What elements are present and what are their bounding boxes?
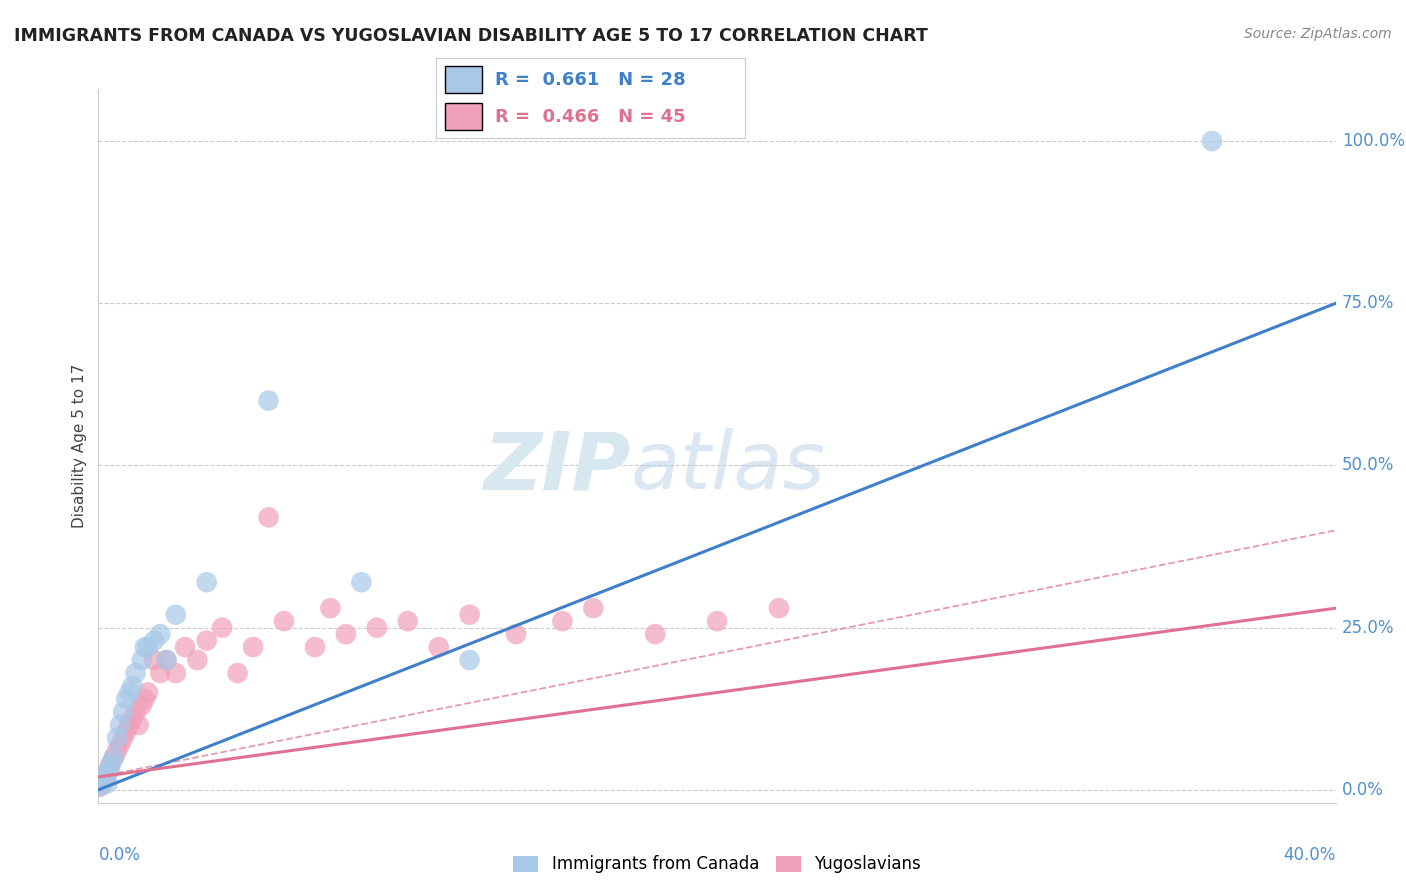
Point: [396, 614, 419, 628]
Point: [98, 764, 121, 778]
Point: [165, 666, 187, 681]
Point: [242, 640, 264, 654]
Point: [131, 653, 153, 667]
Point: [582, 601, 605, 615]
Y-axis label: Disability Age 5 to 17: Disability Age 5 to 17: [72, 364, 87, 528]
Point: [91, 776, 114, 790]
Point: [195, 575, 218, 590]
Point: [304, 640, 326, 654]
Point: [174, 640, 197, 654]
Point: [257, 393, 280, 408]
Point: [149, 666, 172, 681]
Point: [98, 764, 121, 778]
Point: [155, 653, 177, 667]
Point: [105, 731, 128, 745]
Text: atlas: atlas: [630, 428, 825, 507]
Point: [90, 776, 112, 790]
Point: [121, 711, 143, 725]
Point: [96, 766, 118, 780]
Point: [366, 621, 388, 635]
Point: [103, 750, 125, 764]
Point: [427, 640, 450, 654]
Point: [97, 764, 120, 778]
Point: [155, 653, 177, 667]
Point: [90, 776, 112, 790]
Point: [143, 653, 166, 667]
Point: [134, 640, 156, 654]
Point: [551, 614, 574, 628]
Point: [226, 666, 249, 681]
Point: [458, 653, 481, 667]
Point: [134, 692, 156, 706]
Text: 40.0%: 40.0%: [1284, 846, 1336, 863]
Point: [93, 770, 115, 784]
Point: [143, 633, 166, 648]
Point: [211, 621, 233, 635]
Point: [458, 607, 481, 622]
Legend: Immigrants from Canada, Yugoslavians: Immigrants from Canada, Yugoslavians: [506, 849, 928, 880]
Text: 25.0%: 25.0%: [1341, 619, 1395, 637]
Point: [124, 666, 146, 681]
Text: 0.0%: 0.0%: [1341, 780, 1384, 799]
Point: [115, 724, 138, 739]
Text: 75.0%: 75.0%: [1341, 294, 1395, 312]
Point: [186, 653, 208, 667]
Point: [335, 627, 357, 641]
Text: 0.0%: 0.0%: [98, 846, 141, 863]
Point: [97, 776, 120, 790]
Point: [319, 601, 342, 615]
Point: [112, 705, 135, 719]
Point: [89, 780, 111, 794]
FancyBboxPatch shape: [446, 103, 482, 130]
Point: [505, 627, 527, 641]
Point: [768, 601, 790, 615]
Point: [149, 627, 172, 641]
Point: [136, 640, 159, 654]
Point: [93, 770, 115, 784]
Point: [706, 614, 728, 628]
Text: R =  0.661   N = 28: R = 0.661 N = 28: [495, 70, 685, 88]
Point: [273, 614, 295, 628]
Point: [118, 685, 141, 699]
Text: 50.0%: 50.0%: [1341, 457, 1395, 475]
Point: [128, 718, 150, 732]
Point: [100, 756, 122, 771]
Point: [96, 770, 118, 784]
Point: [165, 607, 187, 622]
Point: [108, 738, 131, 752]
Point: [644, 627, 666, 641]
Text: Source: ZipAtlas.com: Source: ZipAtlas.com: [1244, 27, 1392, 41]
Point: [1201, 134, 1223, 148]
Point: [257, 510, 280, 524]
Text: 100.0%: 100.0%: [1341, 132, 1405, 150]
Point: [124, 705, 146, 719]
Text: ZIP: ZIP: [484, 428, 630, 507]
Point: [108, 718, 131, 732]
Text: R =  0.466   N = 45: R = 0.466 N = 45: [495, 108, 685, 126]
Point: [103, 750, 125, 764]
Point: [91, 773, 114, 788]
Point: [136, 685, 159, 699]
Point: [350, 575, 373, 590]
Point: [112, 731, 135, 745]
Point: [131, 698, 153, 713]
FancyBboxPatch shape: [446, 66, 482, 94]
Point: [100, 756, 122, 771]
Text: IMMIGRANTS FROM CANADA VS YUGOSLAVIAN DISABILITY AGE 5 TO 17 CORRELATION CHART: IMMIGRANTS FROM CANADA VS YUGOSLAVIAN DI…: [14, 27, 928, 45]
Point: [195, 633, 218, 648]
Point: [121, 679, 143, 693]
Point: [89, 780, 111, 794]
Point: [115, 692, 138, 706]
Point: [118, 718, 141, 732]
Point: [105, 744, 128, 758]
